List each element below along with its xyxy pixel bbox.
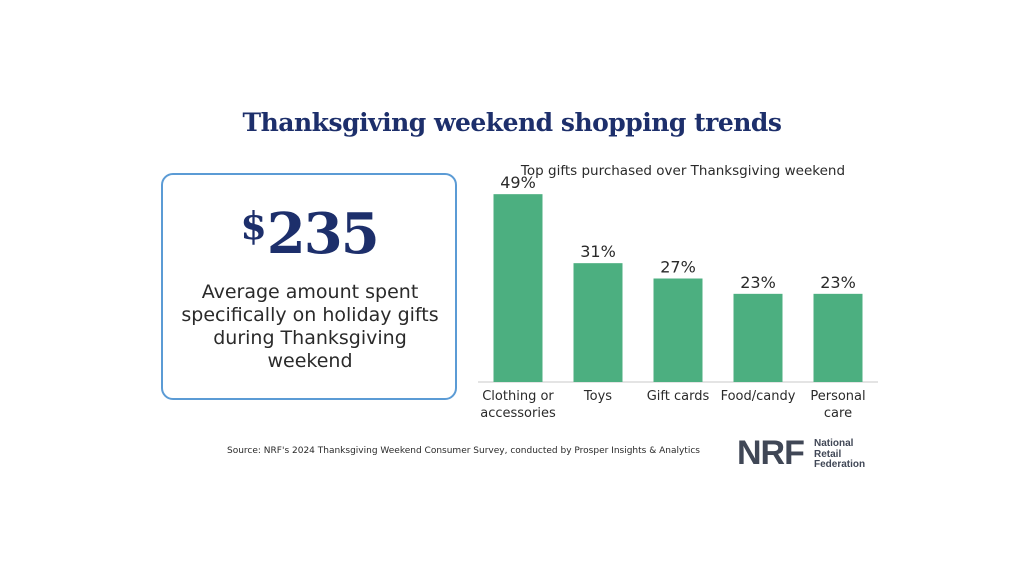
logo-mark: NRF bbox=[737, 434, 805, 472]
bar-value-label: 27% bbox=[660, 258, 696, 277]
logo-line: National bbox=[814, 438, 854, 449]
source-note: Source: NRF's 2024 Thanksgiving Weekend … bbox=[227, 446, 700, 456]
category-label-line: Gift cards bbox=[647, 389, 710, 404]
category-label: Clothing or accessories bbox=[480, 389, 556, 421]
bar-value-label: 31% bbox=[580, 242, 616, 261]
stat-description: Average amount spent specifically on hol… bbox=[181, 281, 439, 372]
stat-amount: 235 bbox=[266, 201, 380, 267]
stat-card: $235 Average amount spent specifically o… bbox=[161, 173, 457, 400]
category-label-line: accessories bbox=[480, 406, 556, 421]
category-label: Food/candy bbox=[721, 389, 796, 404]
category-label: Toys bbox=[583, 389, 612, 404]
stat-currency: $ bbox=[240, 203, 266, 248]
category-label-line: Clothing or bbox=[482, 389, 554, 404]
bar-value-label: 49% bbox=[500, 173, 536, 192]
bar bbox=[813, 293, 863, 382]
bar bbox=[573, 263, 623, 382]
bar-value-label: 23% bbox=[740, 273, 776, 292]
bar-value-label: 23% bbox=[820, 273, 856, 292]
category-label-line: Toys bbox=[583, 389, 612, 404]
category-label: Gift cards bbox=[647, 389, 710, 404]
category-label: Personal care bbox=[810, 389, 865, 421]
logo-text: National Retail Federation bbox=[814, 438, 866, 471]
bar bbox=[653, 278, 703, 382]
category-label-line: care bbox=[824, 406, 852, 421]
page-title: Thanksgiving weekend shopping trends bbox=[242, 108, 782, 137]
category-label-line: Food/candy bbox=[721, 389, 796, 404]
logo-line: Federation bbox=[814, 459, 866, 470]
chart-title: Top gifts purchased over Thanksgiving we… bbox=[520, 163, 846, 179]
stat-value: $235 bbox=[163, 201, 455, 267]
bar bbox=[733, 293, 783, 382]
bar bbox=[493, 194, 543, 382]
logo-line: Retail bbox=[814, 448, 842, 460]
category-label-line: Personal bbox=[810, 389, 865, 404]
